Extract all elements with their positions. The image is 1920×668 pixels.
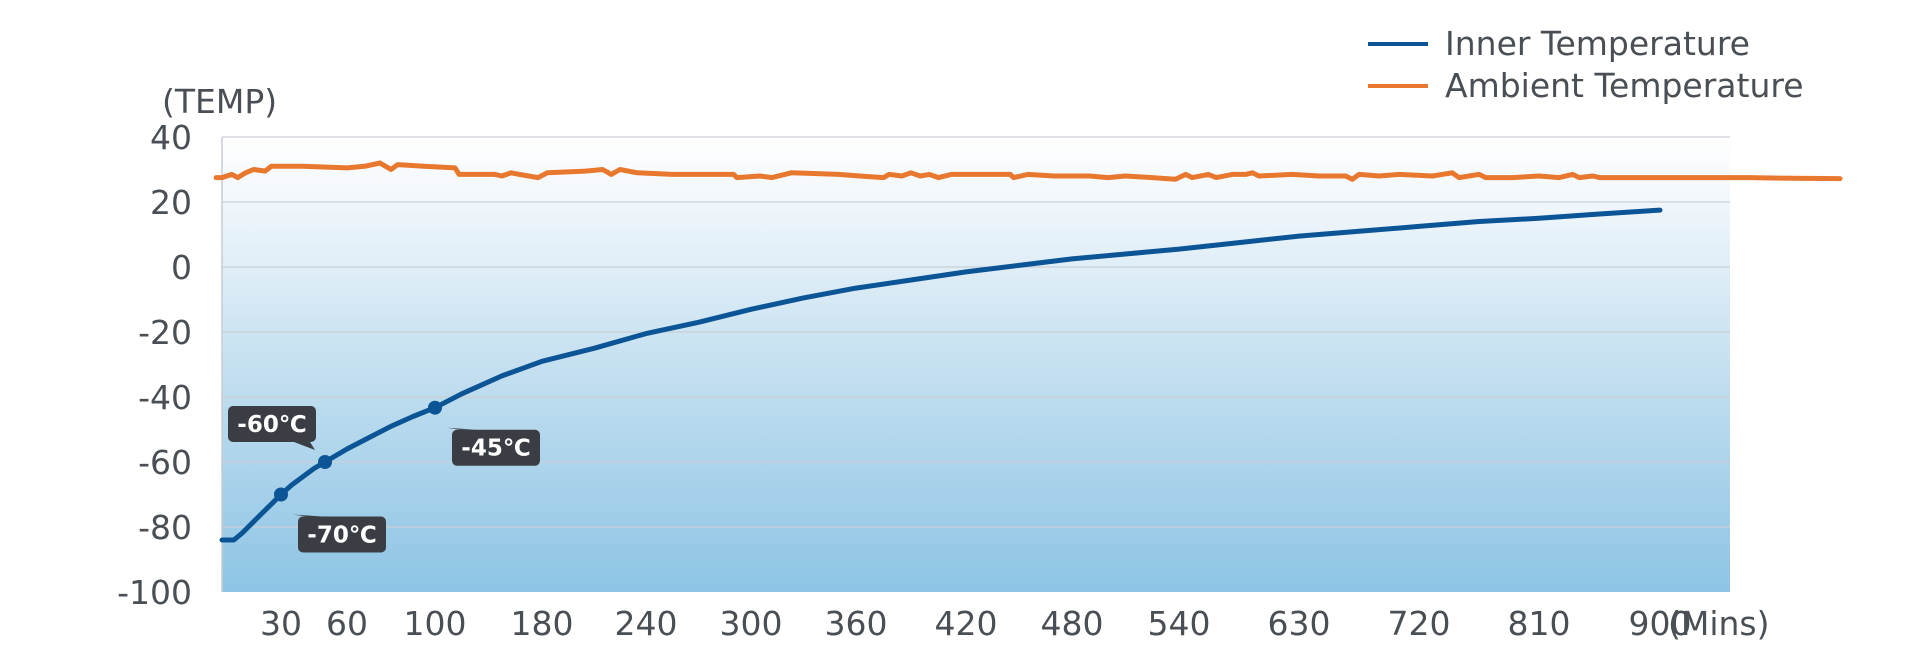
- legend: Inner Temperature Ambient Temperature: [1368, 24, 1804, 105]
- data-label: -60℃: [237, 412, 306, 438]
- x-tick-label: 540: [1148, 604, 1211, 643]
- callout-box: [452, 429, 540, 466]
- x-tick-label: 60: [326, 604, 368, 643]
- y-axis-label: (TEMP): [162, 82, 277, 121]
- y-tick-label: 40: [150, 118, 192, 157]
- callout-pointer: [293, 514, 322, 517]
- y-tick-label: -60: [138, 443, 192, 482]
- x-tick-label: 180: [511, 604, 574, 643]
- annotation: -70℃: [274, 487, 386, 553]
- x-tick-label: 630: [1268, 604, 1331, 643]
- legend-label-inner: Inner Temperature: [1445, 24, 1750, 63]
- series-line-ambient-temperature: [213, 160, 1843, 182]
- annotation: -60℃: [228, 406, 332, 469]
- y-tick-label: -40: [138, 378, 192, 417]
- callout-box: [228, 406, 316, 442]
- x-tick-label: 480: [1041, 604, 1104, 643]
- data-point-marker: [428, 400, 442, 415]
- annotations: -60℃ -70℃ -45℃: [228, 400, 540, 553]
- x-tick-label: 420: [935, 604, 998, 643]
- plot-area: [222, 137, 1730, 592]
- annotation: -45℃: [428, 400, 540, 466]
- x-tick-label: 100: [404, 604, 467, 643]
- x-axis-ticks: 30 60 100 180 240 300 360 420 480 540 630 720 810 900: [260, 604, 1692, 643]
- x-tick-label: 810: [1508, 604, 1571, 643]
- data-label: -45℃: [461, 436, 530, 462]
- y-tick-label: -100: [117, 573, 192, 612]
- data-label: -70℃: [307, 523, 376, 549]
- data-point-marker: [318, 455, 332, 469]
- y-tick-label: -80: [138, 508, 192, 547]
- x-tick-label: 240: [615, 604, 678, 643]
- y-tick-label: -20: [138, 313, 192, 352]
- x-tick-label: 360: [825, 604, 888, 643]
- y-tick-label: 20: [150, 183, 192, 222]
- legend-label-ambient: Ambient Temperature: [1445, 66, 1804, 105]
- x-axis-unit: (Mins): [1668, 604, 1770, 643]
- x-tick-label: 720: [1388, 604, 1451, 643]
- callout-pointer: [294, 442, 315, 450]
- data-point-marker: [274, 487, 288, 502]
- y-tick-label: 0: [171, 248, 192, 287]
- callout-box: [298, 516, 386, 553]
- callout-pointer: [447, 427, 476, 430]
- y-axis-ticks: 40 20 0 -20 -40 -60 -80 -100: [117, 118, 192, 612]
- x-tick-label: 30: [260, 604, 302, 643]
- x-tick-label: 300: [720, 604, 783, 643]
- x-tick-label: 900: [1629, 604, 1692, 643]
